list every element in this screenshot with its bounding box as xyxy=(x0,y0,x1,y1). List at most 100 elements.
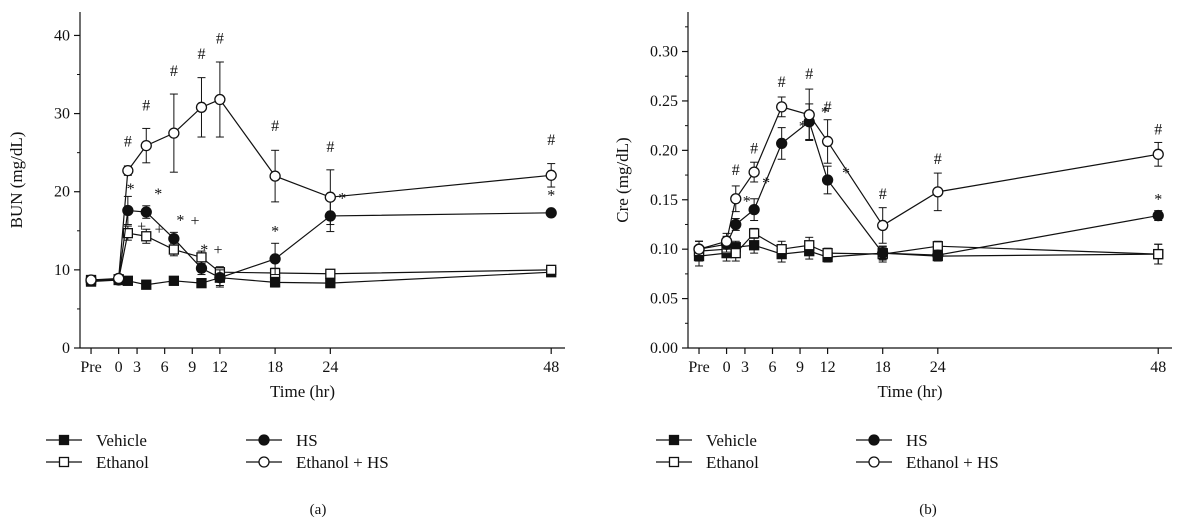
significance-mark: * xyxy=(1154,192,1162,209)
x-tick-label: 48 xyxy=(1150,359,1166,376)
significance-mark: * xyxy=(743,194,751,211)
data-point xyxy=(730,193,742,205)
x-axis-label: Time (hr) xyxy=(877,382,942,401)
data-point xyxy=(122,204,134,217)
legend-marker xyxy=(868,434,880,446)
significance-mark: # xyxy=(326,139,334,156)
significance-mark: * xyxy=(154,186,162,203)
significance-mark: * xyxy=(842,165,850,182)
data-point xyxy=(195,262,208,274)
series-line xyxy=(91,209,552,282)
x-tick-label: 24 xyxy=(322,359,338,376)
significance-mark: # xyxy=(934,151,942,168)
legend-label: Ethanol xyxy=(96,453,149,472)
data-point xyxy=(776,244,787,255)
data-point xyxy=(141,231,152,242)
significance-mark: # xyxy=(824,99,832,116)
significance-mark: * xyxy=(338,190,346,207)
data-point xyxy=(324,191,336,203)
panel-label: (b) xyxy=(919,502,937,518)
data-point xyxy=(168,232,180,245)
data-point xyxy=(195,101,208,113)
y-tick-label: 40 xyxy=(54,27,70,44)
significance-mark: # xyxy=(271,118,279,135)
legend-marker xyxy=(668,456,680,468)
y-axis-label: Cre (mg/dL) xyxy=(613,137,632,222)
significance-mark: # xyxy=(547,132,555,149)
data-point xyxy=(932,241,943,252)
legend-marker xyxy=(668,434,680,446)
data-point xyxy=(932,249,944,261)
significance-mark: + xyxy=(191,213,200,230)
legend-label: Ethanol + HS xyxy=(296,453,389,472)
data-point xyxy=(168,275,180,286)
series-line xyxy=(698,232,1159,255)
data-point xyxy=(877,247,889,259)
x-tick-label: 18 xyxy=(267,359,283,376)
significance-mark: # xyxy=(197,46,205,63)
data-point xyxy=(776,137,788,150)
data-point xyxy=(803,109,815,121)
chart-panel-b: 0.00 0.05 0.10 0.15 0.20 0.25 0.30 Pre 0 3 6 9 12 18 2… xyxy=(613,12,1172,518)
data-point xyxy=(325,268,336,279)
y-tick-label: 0 xyxy=(62,340,70,357)
x-tick-label: 6 xyxy=(161,359,169,376)
data-point xyxy=(730,247,741,259)
data-point xyxy=(325,277,336,289)
x-tick-label: 24 xyxy=(930,359,946,376)
significance-mark: # xyxy=(142,97,150,114)
legend-label: Vehicle xyxy=(96,431,147,450)
legend: Vehicle Ethanol HS Ethanol + HS xyxy=(46,431,389,472)
data-point xyxy=(822,247,833,259)
significance-mark: + xyxy=(155,222,164,239)
legend-marker xyxy=(258,456,270,468)
y-tick-label: 10 xyxy=(54,262,70,279)
significance-mark: * xyxy=(821,105,829,122)
series-ethanol-hs xyxy=(693,88,1164,258)
data-point xyxy=(804,240,815,251)
significance-mark: * xyxy=(762,175,770,192)
y-tick-label: 0.00 xyxy=(650,340,678,357)
data-point xyxy=(168,244,180,255)
legend: Vehicle Ethanol HS Ethanol + HS xyxy=(656,431,999,472)
series-line xyxy=(698,106,1159,250)
y-tick-label: 0.20 xyxy=(650,142,678,159)
significance-mark: # xyxy=(750,140,758,157)
x-tick-label: 6 xyxy=(768,359,776,376)
y-tick-label: 0.15 xyxy=(650,192,678,209)
data-point xyxy=(748,203,760,216)
y-tick-label: 0.25 xyxy=(650,93,678,110)
data-point xyxy=(748,166,760,178)
series-line xyxy=(698,120,1159,256)
series-ethanol xyxy=(693,227,1164,265)
data-point xyxy=(168,127,180,139)
panel-label: (a) xyxy=(310,502,327,518)
significance-mark: * xyxy=(799,119,807,136)
data-point xyxy=(748,228,760,239)
significance-mark: + xyxy=(214,242,223,259)
data-point xyxy=(85,274,97,286)
data-point xyxy=(748,240,760,251)
data-point xyxy=(1152,148,1164,160)
data-point xyxy=(269,277,281,288)
x-tick-label: Pre xyxy=(80,359,101,376)
y-tick-label: 0.10 xyxy=(650,241,678,258)
data-point xyxy=(821,135,834,148)
significance-mark: # xyxy=(216,30,224,47)
significance-mark: # xyxy=(170,63,178,80)
series-line xyxy=(91,98,552,281)
data-point xyxy=(693,243,705,255)
x-tick-label: 12 xyxy=(820,359,836,376)
data-point xyxy=(730,218,742,231)
x-tick-label: 0 xyxy=(115,359,123,376)
x-tick-label: 48 xyxy=(543,359,559,376)
significance-mark: # xyxy=(732,162,740,179)
x-tick-label: Pre xyxy=(688,359,709,376)
y-tick-label: 30 xyxy=(54,106,70,123)
data-point xyxy=(776,101,788,113)
data-point xyxy=(196,277,207,289)
significance-mark: * xyxy=(127,181,135,198)
legend-label: HS xyxy=(296,431,318,450)
